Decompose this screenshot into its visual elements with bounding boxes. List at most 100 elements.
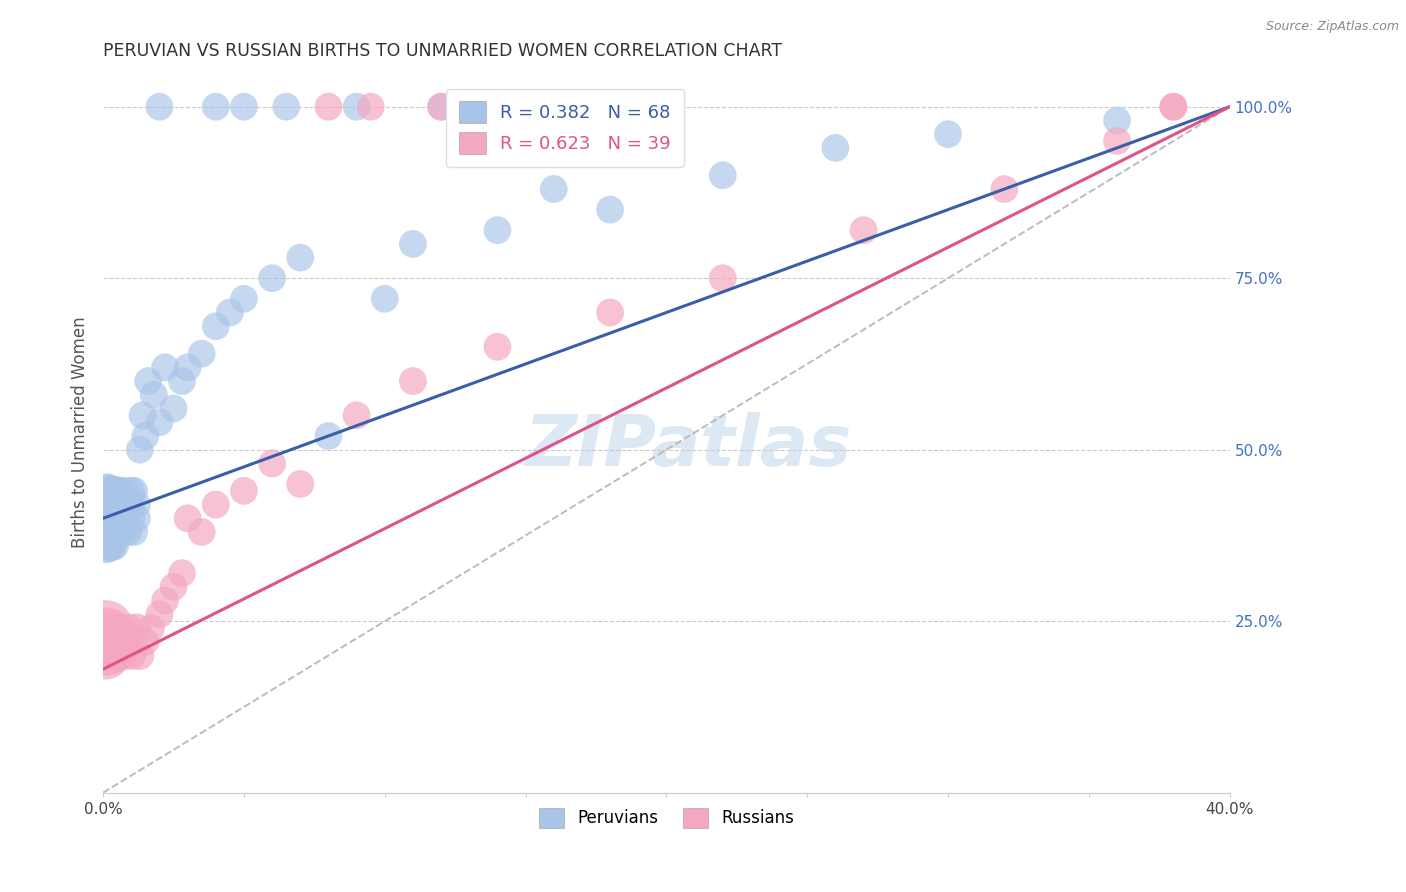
- Point: [105, 483, 128, 498]
- Point: [153, 593, 176, 607]
- Point: [1105, 134, 1128, 148]
- Point: [100, 483, 122, 498]
- Point: [262, 457, 284, 471]
- Point: [97, 621, 120, 635]
- Point: [103, 511, 125, 525]
- Point: [374, 292, 396, 306]
- Point: [105, 648, 128, 663]
- Point: [97, 539, 120, 553]
- Text: Source: ZipAtlas.com: Source: ZipAtlas.com: [1265, 20, 1399, 33]
- Point: [105, 524, 128, 539]
- Point: [153, 360, 176, 375]
- Point: [97, 524, 120, 539]
- Point: [276, 100, 298, 114]
- Point: [100, 511, 122, 525]
- Point: [402, 374, 425, 388]
- Point: [529, 100, 551, 114]
- Point: [94, 621, 117, 635]
- Point: [111, 524, 134, 539]
- Point: [105, 511, 128, 525]
- Point: [139, 621, 162, 635]
- Point: [543, 182, 565, 196]
- Point: [318, 429, 340, 443]
- Point: [936, 127, 959, 141]
- Point: [120, 498, 142, 512]
- Point: [100, 648, 122, 663]
- Point: [176, 360, 198, 375]
- Point: [1105, 113, 1128, 128]
- Point: [111, 511, 134, 525]
- Point: [290, 477, 312, 491]
- Point: [103, 483, 125, 498]
- Point: [105, 634, 128, 648]
- Point: [346, 409, 368, 423]
- Point: [114, 483, 136, 498]
- Point: [103, 621, 125, 635]
- Point: [100, 498, 122, 512]
- Point: [852, 223, 875, 237]
- Point: [131, 409, 153, 423]
- Point: [108, 498, 131, 512]
- Point: [111, 498, 134, 512]
- Point: [176, 511, 198, 525]
- Point: [120, 483, 142, 498]
- Point: [122, 524, 145, 539]
- Point: [711, 169, 734, 183]
- Point: [486, 223, 509, 237]
- Legend: Peruvians, Russians: Peruvians, Russians: [531, 801, 801, 835]
- Point: [111, 648, 134, 663]
- Point: [94, 524, 117, 539]
- Point: [114, 524, 136, 539]
- Point: [117, 524, 139, 539]
- Point: [190, 346, 212, 360]
- Point: [108, 621, 131, 635]
- Point: [599, 305, 621, 319]
- Point: [100, 539, 122, 553]
- Point: [430, 100, 453, 114]
- Point: [204, 498, 226, 512]
- Point: [142, 388, 165, 402]
- Point: [134, 429, 156, 443]
- Point: [402, 236, 425, 251]
- Point: [122, 483, 145, 498]
- Point: [108, 511, 131, 525]
- Point: [117, 498, 139, 512]
- Point: [711, 271, 734, 285]
- Point: [148, 607, 170, 622]
- Point: [120, 648, 142, 663]
- Point: [486, 340, 509, 354]
- Point: [162, 401, 184, 416]
- Point: [100, 634, 122, 648]
- Point: [1163, 100, 1185, 114]
- Point: [1163, 100, 1185, 114]
- Point: [486, 100, 509, 114]
- Point: [204, 100, 226, 114]
- Point: [94, 634, 117, 648]
- Point: [218, 305, 240, 319]
- Text: PERUVIAN VS RUSSIAN BIRTHS TO UNMARRIED WOMEN CORRELATION CHART: PERUVIAN VS RUSSIAN BIRTHS TO UNMARRIED …: [103, 42, 782, 60]
- Point: [97, 511, 120, 525]
- Point: [204, 319, 226, 334]
- Point: [318, 100, 340, 114]
- Point: [360, 100, 382, 114]
- Point: [94, 511, 117, 525]
- Point: [430, 100, 453, 114]
- Point: [114, 634, 136, 648]
- Point: [134, 634, 156, 648]
- Point: [114, 511, 136, 525]
- Point: [346, 100, 368, 114]
- Point: [170, 374, 193, 388]
- Point: [136, 374, 159, 388]
- Point: [993, 182, 1015, 196]
- Point: [599, 202, 621, 217]
- Point: [108, 524, 131, 539]
- Point: [94, 483, 117, 498]
- Point: [97, 634, 120, 648]
- Point: [100, 524, 122, 539]
- Point: [94, 498, 117, 512]
- Point: [824, 141, 846, 155]
- Point: [122, 634, 145, 648]
- Point: [105, 498, 128, 512]
- Point: [290, 251, 312, 265]
- Point: [233, 100, 256, 114]
